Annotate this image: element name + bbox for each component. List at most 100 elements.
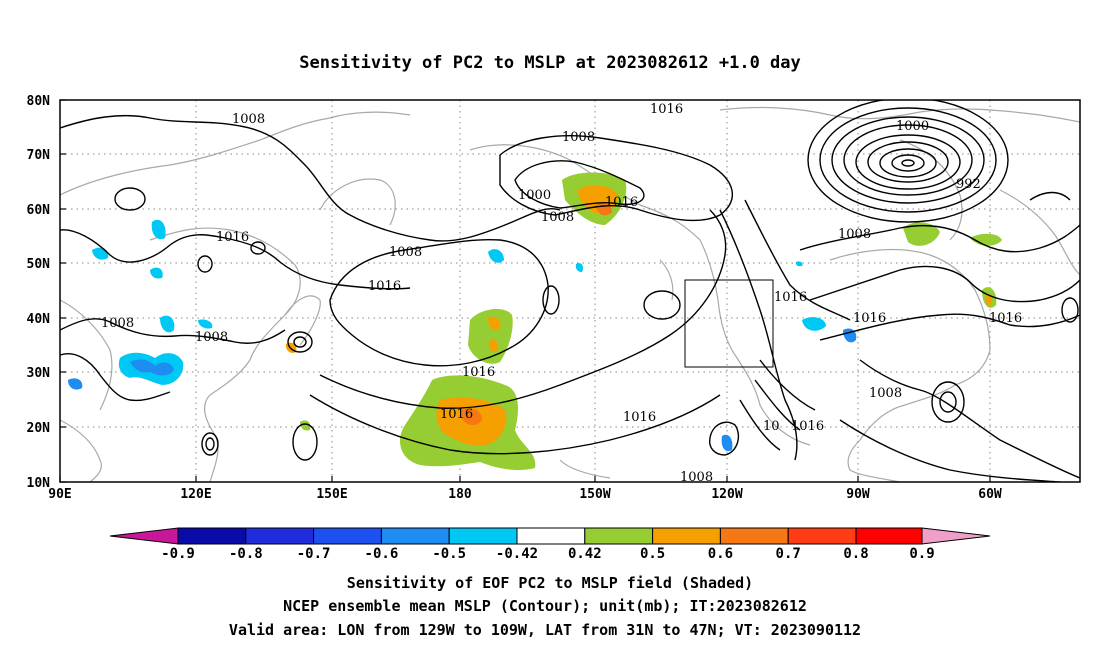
colorbar	[109, 527, 991, 545]
lat-label: 20N	[27, 421, 51, 436]
coastlines	[60, 106, 1080, 482]
colorbar-segment	[177, 527, 247, 545]
positive-patch	[462, 408, 482, 426]
contour-label: 1016	[605, 195, 638, 210]
contour-label: 1016	[650, 102, 683, 117]
contour-label: 1016	[989, 311, 1022, 326]
colorbar-segment	[652, 527, 721, 545]
colorbar-label: 0.6	[708, 546, 733, 562]
lat-label: 80N	[27, 94, 51, 109]
contour-label: 1016	[462, 365, 495, 380]
colorbar-segment	[584, 527, 654, 545]
contour-label: 1008	[101, 316, 134, 331]
contour-label: 1016	[368, 279, 401, 294]
lat-label: 60N	[27, 203, 51, 218]
caption-line-3: Valid area: LON from 129W to 109W, LAT f…	[229, 621, 861, 639]
contour-label: 1016	[791, 419, 824, 434]
positive-patch	[488, 316, 501, 330]
contour-label: 1008	[389, 245, 422, 260]
positive-patch	[468, 308, 513, 364]
negative-patch	[151, 219, 166, 240]
colorbar-label: -0.9	[161, 546, 195, 562]
colorbar-label: 0.9	[909, 546, 934, 562]
colorbar-segment	[719, 527, 789, 545]
lon-ticks	[59, 476, 991, 482]
colorbar-segment	[855, 527, 923, 545]
colorbar-label: 0.5	[640, 546, 665, 562]
valid-area-box	[684, 279, 774, 368]
lat-label: 70N	[27, 148, 51, 163]
contour-label: 1008	[680, 470, 713, 485]
lon-label: 150E	[316, 487, 347, 502]
negative-patch	[721, 434, 733, 452]
colorbar-under-triangle	[109, 527, 179, 545]
positive-patch	[970, 233, 1002, 246]
contour-label: 1000	[896, 119, 929, 134]
colorbar-over-triangle	[921, 527, 991, 545]
colorbar-segment	[787, 527, 857, 545]
lon-label: 120E	[180, 487, 211, 502]
colorbar-label: -0.5	[432, 546, 466, 562]
contour-label: 1016	[623, 410, 656, 425]
colorbar-label: 0.8	[843, 546, 868, 562]
contour-label: 1008	[869, 386, 902, 401]
colorbar-label: 0.42	[568, 546, 602, 562]
map-frame	[59, 99, 1081, 483]
contour-label: 1016	[440, 407, 473, 422]
negative-patch	[488, 249, 504, 263]
map-panel: 1008 1016 1008 1000 1008 1016 1000 992 1…	[60, 100, 1080, 485]
contour-label: 1016	[774, 290, 807, 305]
contour-label: 1016	[216, 230, 249, 245]
negative-patch	[150, 267, 163, 279]
lat-labels: 80N 70N 60N 50N 40N 30N 20N 10N	[27, 94, 51, 491]
contour-label: 10	[763, 419, 780, 434]
sensitivity-shading	[68, 172, 1002, 470]
colorbar-label: -0.7	[297, 546, 331, 562]
lat-label: 40N	[27, 312, 51, 327]
map-title: Sensitivity of PC2 to MSLP at 2023082612…	[299, 53, 801, 73]
contour-label: 1008	[232, 112, 265, 127]
captions: Sensitivity of EOF PC2 to MSLP field (Sh…	[229, 574, 861, 639]
lat-label: 10N	[27, 476, 51, 491]
positive-patch	[985, 295, 993, 306]
negative-patch	[575, 263, 584, 272]
contour-label: 1008	[838, 227, 871, 242]
colorbar-segment	[245, 527, 315, 545]
positive-patch	[489, 339, 498, 352]
negative-patch	[802, 317, 826, 331]
lon-label: 90W	[846, 487, 870, 502]
colorbar-segment	[448, 527, 518, 545]
colorbar-label: -0.6	[365, 546, 399, 562]
lon-label: 90E	[48, 487, 71, 502]
negative-patch	[130, 359, 174, 376]
colorbar-label: -0.42	[496, 546, 538, 562]
negative-patch	[160, 315, 175, 333]
lat-ticks	[60, 99, 66, 483]
negative-patch	[198, 319, 213, 329]
colorbar-segment	[380, 527, 450, 545]
positive-patch	[300, 420, 311, 431]
colorbar-labels: -0.9 -0.8 -0.7 -0.6 -0.5 -0.42 0.42 0.5 …	[161, 546, 935, 562]
contour-label: 1008	[195, 330, 228, 345]
colorbar-segment	[516, 527, 586, 545]
contour-label: 1000	[518, 188, 551, 203]
lon-label: 180	[448, 487, 472, 502]
caption-line-1: Sensitivity of EOF PC2 to MSLP field (Sh…	[347, 574, 753, 592]
contour-labels: 1008 1016 1008 1000 1008 1016 1000 992 1…	[101, 102, 1022, 485]
colorbar-label: -0.8	[229, 546, 263, 562]
negative-patch	[92, 247, 109, 260]
contour-label: 992	[956, 177, 981, 192]
contour-label: 1016	[853, 311, 886, 326]
negative-patch	[795, 261, 803, 267]
lon-label: 150W	[579, 487, 610, 502]
lon-label: 60W	[978, 487, 1002, 502]
negative-patch	[68, 378, 83, 390]
contour-label: 1008	[541, 210, 574, 225]
lon-label: 120W	[711, 487, 742, 502]
lon-labels: 90E 120E 150E 180 150W 120W 90W 60W	[48, 487, 1002, 502]
lat-label: 50N	[27, 257, 51, 272]
mslp-contours	[60, 100, 1080, 482]
colorbar-label: 0.7	[776, 546, 801, 562]
positive-patch	[903, 222, 940, 246]
